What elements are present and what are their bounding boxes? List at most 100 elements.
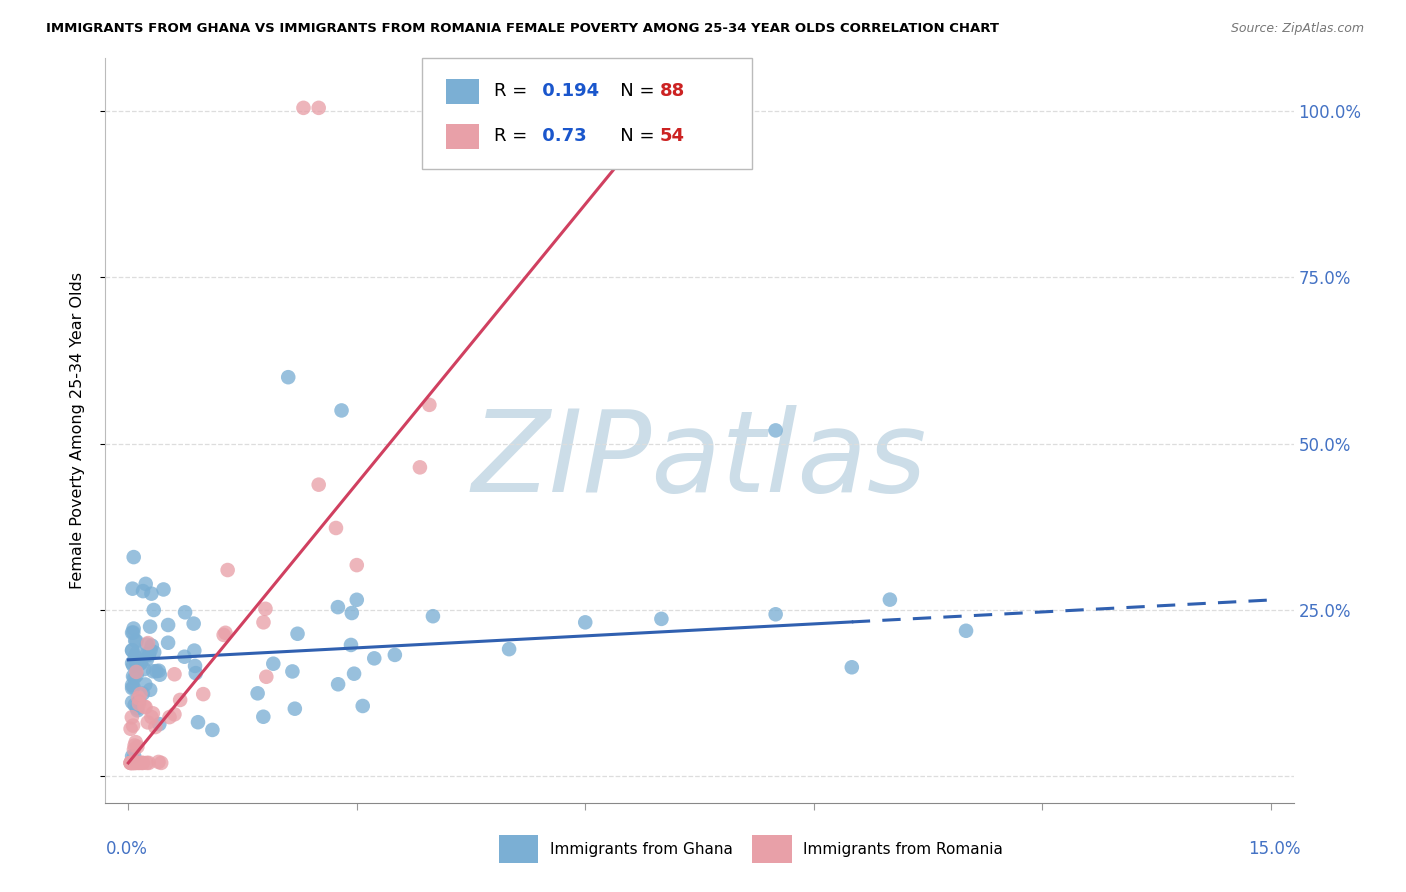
Text: 0.0%: 0.0% bbox=[105, 840, 148, 858]
Point bbox=[122, 550, 145, 565]
Point bbox=[132, 756, 155, 770]
Point bbox=[134, 677, 156, 691]
Point bbox=[765, 607, 787, 622]
Point bbox=[157, 618, 180, 632]
Point bbox=[127, 691, 149, 706]
Point bbox=[143, 645, 166, 659]
Point bbox=[121, 756, 143, 770]
Point bbox=[326, 600, 349, 615]
Point bbox=[152, 582, 174, 597]
Text: R =: R = bbox=[494, 82, 533, 100]
Point bbox=[325, 521, 347, 535]
Point bbox=[128, 657, 150, 671]
Point bbox=[134, 662, 156, 676]
Point bbox=[955, 624, 977, 638]
Point bbox=[142, 603, 165, 617]
Text: 15.0%: 15.0% bbox=[1249, 840, 1301, 858]
Point bbox=[124, 756, 146, 770]
Point bbox=[277, 370, 299, 384]
Point bbox=[129, 687, 152, 701]
Point bbox=[308, 101, 330, 115]
Point bbox=[149, 667, 172, 681]
Point bbox=[163, 707, 186, 722]
Point bbox=[121, 681, 143, 695]
Point bbox=[128, 694, 150, 708]
Point bbox=[122, 718, 145, 732]
Point bbox=[131, 756, 153, 770]
Point bbox=[120, 722, 142, 736]
Point bbox=[121, 625, 143, 640]
Point bbox=[142, 665, 165, 679]
Point bbox=[136, 636, 159, 650]
Point bbox=[409, 460, 432, 475]
Text: ZIPatlas: ZIPatlas bbox=[472, 405, 927, 516]
Point bbox=[136, 652, 159, 666]
Point bbox=[122, 658, 145, 673]
Point bbox=[184, 659, 207, 673]
Point bbox=[124, 756, 146, 770]
Point bbox=[139, 620, 162, 634]
Point bbox=[346, 592, 368, 607]
Point bbox=[122, 625, 145, 640]
Point bbox=[128, 756, 150, 770]
Point bbox=[262, 657, 284, 671]
Point bbox=[384, 648, 406, 662]
Point bbox=[132, 687, 155, 701]
Text: 88: 88 bbox=[659, 82, 685, 100]
Point bbox=[145, 664, 167, 678]
Point bbox=[120, 756, 142, 770]
Point bbox=[121, 582, 143, 596]
Point bbox=[122, 742, 145, 756]
Point bbox=[308, 477, 330, 491]
Text: Immigrants from Ghana: Immigrants from Ghana bbox=[550, 842, 733, 856]
Point bbox=[121, 710, 143, 724]
Point bbox=[765, 424, 787, 438]
Point bbox=[174, 605, 197, 619]
Point bbox=[135, 638, 157, 652]
Point bbox=[141, 639, 163, 653]
Point bbox=[125, 756, 148, 770]
Point bbox=[246, 686, 269, 700]
Text: 0.194: 0.194 bbox=[536, 82, 599, 100]
Point bbox=[127, 739, 149, 754]
Point bbox=[212, 628, 235, 642]
Point bbox=[346, 558, 368, 573]
Point bbox=[122, 749, 145, 764]
Point bbox=[163, 667, 186, 681]
Point bbox=[157, 636, 180, 650]
Point bbox=[343, 666, 366, 681]
Point bbox=[284, 702, 307, 716]
Point bbox=[120, 756, 142, 770]
Text: IMMIGRANTS FROM GHANA VS IMMIGRANTS FROM ROMANIA FEMALE POVERTY AMONG 25-34 YEAR: IMMIGRANTS FROM GHANA VS IMMIGRANTS FROM… bbox=[46, 22, 1000, 36]
Point bbox=[141, 587, 163, 601]
Text: 54: 54 bbox=[659, 128, 685, 145]
Point bbox=[287, 626, 309, 640]
Point bbox=[145, 720, 167, 734]
Point bbox=[254, 602, 277, 616]
Point bbox=[340, 606, 363, 620]
Point bbox=[363, 651, 385, 665]
Point bbox=[340, 638, 363, 652]
Point bbox=[122, 756, 145, 770]
Point bbox=[252, 710, 274, 724]
Point bbox=[139, 643, 162, 657]
Text: N =: N = bbox=[603, 82, 661, 100]
Point bbox=[121, 656, 143, 670]
Point bbox=[139, 682, 162, 697]
Point bbox=[127, 703, 149, 717]
Point bbox=[422, 609, 444, 624]
Point bbox=[418, 398, 440, 412]
Point bbox=[120, 756, 142, 770]
Point bbox=[135, 648, 157, 662]
Point bbox=[159, 710, 181, 724]
Point bbox=[125, 634, 148, 648]
Point bbox=[148, 755, 170, 769]
Point bbox=[183, 616, 205, 631]
Point bbox=[125, 735, 148, 749]
Point bbox=[121, 749, 143, 764]
Point bbox=[148, 664, 170, 678]
Point bbox=[193, 687, 215, 701]
Point bbox=[841, 660, 863, 674]
Y-axis label: Female Poverty Among 25-34 Year Olds: Female Poverty Among 25-34 Year Olds bbox=[70, 272, 84, 589]
Point bbox=[135, 700, 157, 714]
